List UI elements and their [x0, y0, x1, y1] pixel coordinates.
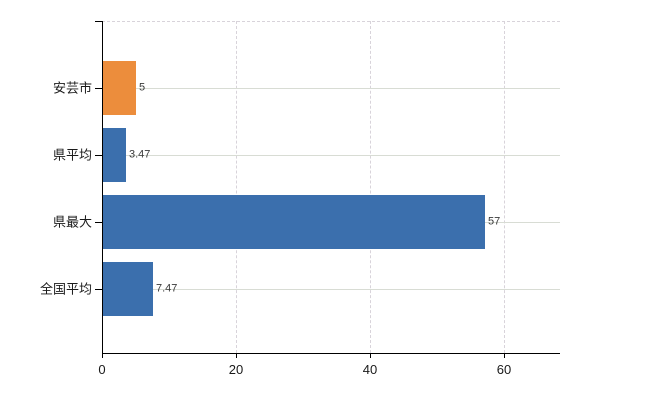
x-tick-label: 0	[98, 362, 106, 377]
x-axis-tick	[102, 353, 103, 358]
chart-bar	[103, 195, 485, 249]
gridline-vertical	[504, 21, 505, 353]
gridline-vertical	[236, 21, 237, 353]
bar-value-label: 3.47	[129, 148, 151, 161]
x-axis-tick	[236, 353, 237, 358]
gridline-horizontal	[102, 88, 560, 89]
chart-bar	[103, 61, 136, 115]
category-label: 県最大	[52, 214, 92, 230]
category-label: 安芸市	[52, 80, 92, 96]
chart-bar	[103, 128, 126, 182]
x-axis-line	[102, 353, 560, 354]
category-label: 県平均	[52, 147, 92, 163]
category-label: 全国平均	[39, 281, 92, 297]
gridline-vertical	[370, 21, 371, 353]
x-tick-label: 40	[362, 362, 378, 377]
y-axis-tick	[95, 88, 102, 89]
x-axis-tick	[504, 353, 505, 358]
y-axis-end-tick	[95, 21, 102, 22]
plot-area: 5 3.47 57 7.47	[95, 21, 560, 358]
y-axis-tick	[95, 289, 102, 290]
x-tick-label: 20	[228, 362, 244, 377]
gridline-horizontal	[102, 155, 560, 156]
gridline-horizontal	[102, 289, 560, 290]
y-axis-tick	[95, 222, 102, 223]
y-axis-tick	[95, 155, 102, 156]
x-axis-tick	[370, 353, 371, 358]
x-tick-label: 60	[496, 362, 512, 377]
plot-top-border	[102, 21, 560, 22]
chart-bar	[103, 262, 153, 316]
bar-value-label: 57	[488, 215, 501, 228]
y-axis-line	[102, 21, 103, 353]
bar-value-label: 5	[139, 81, 146, 94]
bar-value-label: 7.47	[156, 282, 178, 295]
